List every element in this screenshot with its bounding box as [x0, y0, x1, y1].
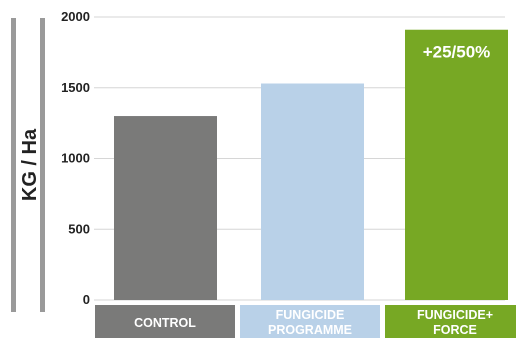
category-label-box	[95, 305, 235, 338]
left-decor-bar	[11, 18, 16, 312]
y-tick-labels: 0 500 1000 1500 2000	[61, 9, 90, 307]
axis-decor-bar	[40, 18, 45, 312]
category-label-box	[385, 305, 516, 338]
data-labels: +25/50%	[423, 43, 491, 62]
y-tick-label: 500	[68, 221, 90, 236]
bar-2	[261, 83, 364, 300]
category-label: FUNGICIDE	[276, 308, 345, 322]
category-label-box	[240, 305, 380, 338]
bars	[114, 29, 508, 301]
bar-1	[114, 116, 217, 300]
y-tick-label: 2000	[61, 9, 90, 24]
category-label: FORCE	[433, 323, 477, 337]
category-label: CONTROL	[134, 316, 196, 330]
category-label: PROGRAMME	[268, 323, 352, 337]
bar-3	[405, 29, 508, 301]
y-tick-label: 1500	[61, 80, 90, 95]
y-tick-label: 1000	[61, 151, 90, 166]
y-tick-label: 0	[83, 292, 90, 307]
y-axis-label: KG / Ha	[19, 128, 41, 201]
data-label: +25/50%	[423, 43, 491, 62]
category-label: FUNGICIDE+	[417, 308, 493, 322]
